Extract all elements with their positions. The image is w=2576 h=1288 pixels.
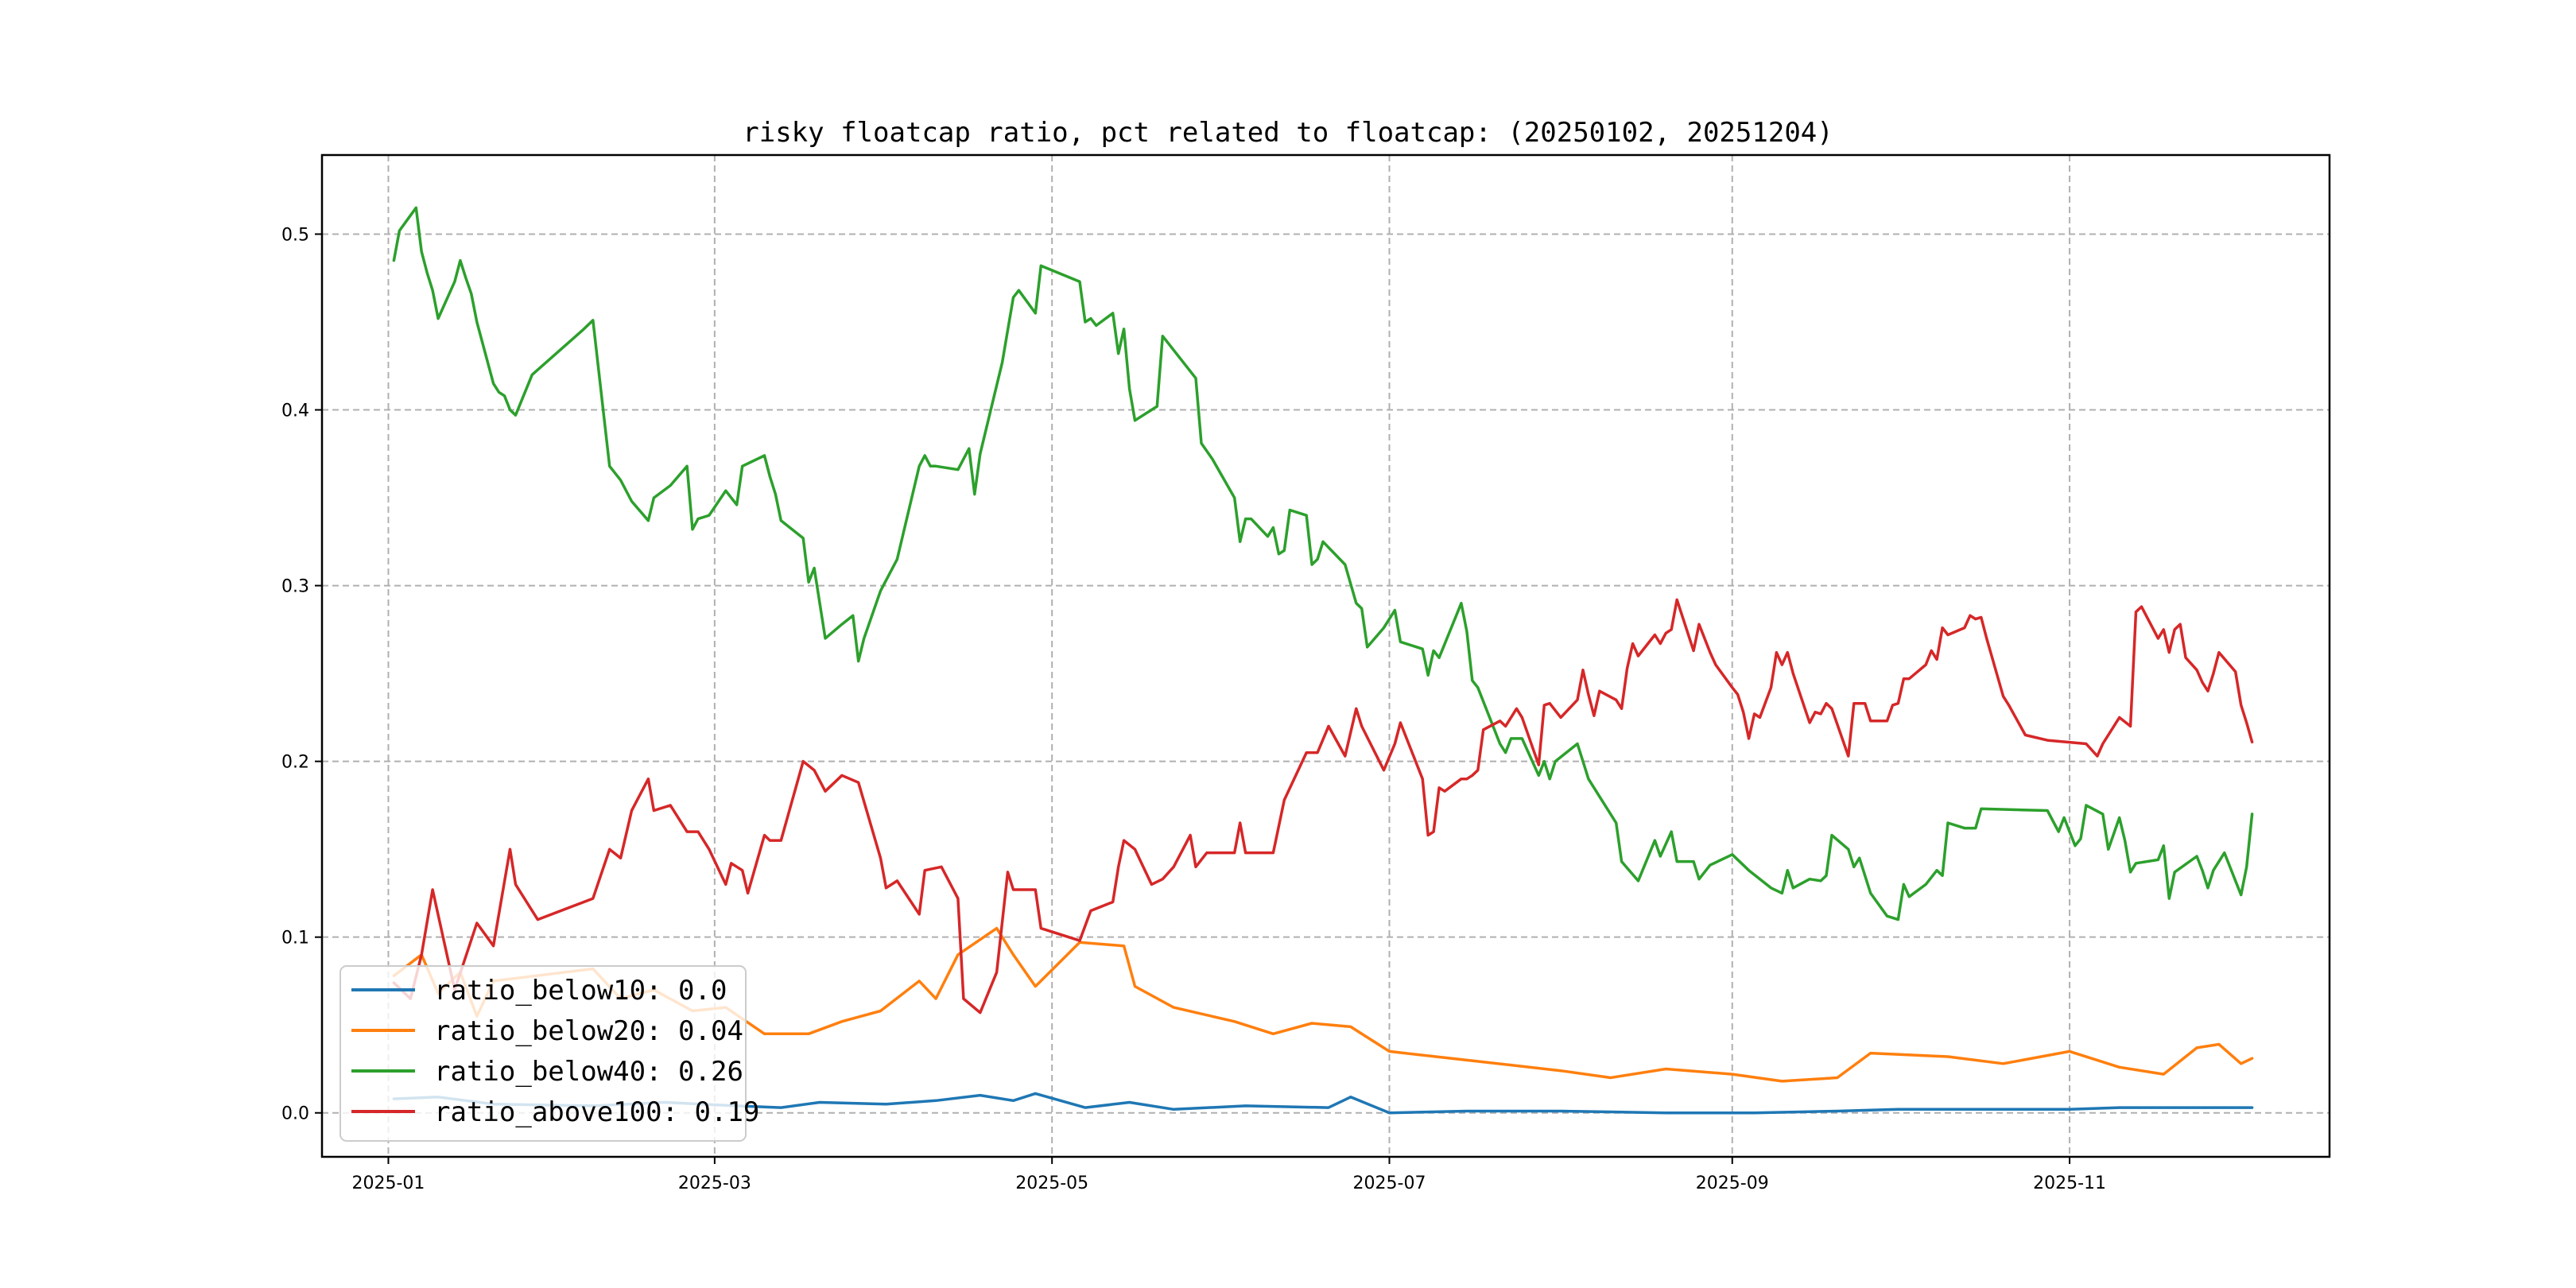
legend-label: ratio_below10: 0.0 [434, 975, 727, 1007]
y-tick-label: 0.3 [281, 577, 309, 597]
legend: ratio_below10: 0.0 ratio_below20: 0.04 rat… [339, 965, 759, 1142]
y-tick-label: 0.1 [281, 929, 309, 949]
y-tick-label: 0.0 [281, 1104, 309, 1124]
legend-label: ratio_below20: 0.04 [434, 1015, 743, 1047]
x-tick-label: 2025-07 [1353, 1174, 1426, 1193]
axis-ticks: 0.0 0.1 0.2 0.3 0.4 0.5 2025-01 2025-03 2025-05 2… [281, 225, 2106, 1193]
series-line-4 [392, 598, 2254, 1014]
axes-frame [320, 153, 2331, 1158]
grid [322, 155, 2330, 1157]
legend-label: ratio_below40: 0.26 [434, 1056, 743, 1088]
y-tick-label: 0.4 [281, 402, 309, 421]
x-tick-label: 2025-11 [2033, 1174, 2106, 1193]
series-line-3 [392, 206, 2254, 921]
y-tick-label: 0.5 [281, 225, 309, 245]
x-tick-label: 2025-03 [678, 1174, 751, 1193]
y-tick-label: 0.2 [281, 753, 309, 773]
x-tick-label: 2025-09 [1696, 1174, 1769, 1193]
x-tick-label: 2025-05 [1015, 1174, 1088, 1193]
legend-box [339, 965, 747, 1142]
legend-label: ratio_above100: 0.19 [434, 1096, 759, 1128]
x-tick-label: 2025-01 [352, 1174, 425, 1193]
chart-title: risky floatcap ratio, pct related to flo… [743, 117, 1833, 149]
